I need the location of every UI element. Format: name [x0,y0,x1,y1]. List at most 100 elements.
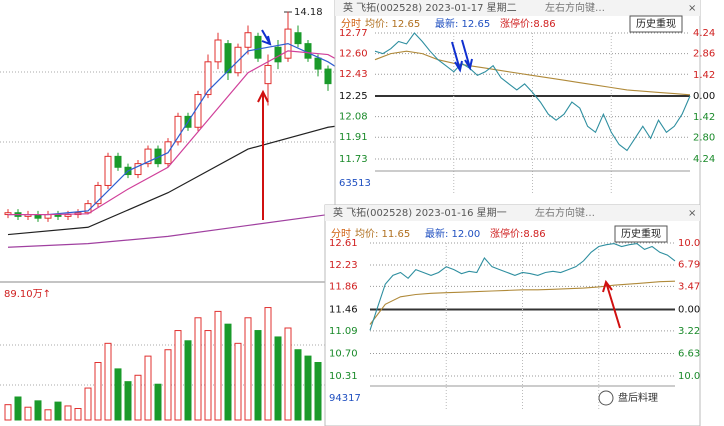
volume-bar [14,396,22,421]
volume-bar [34,400,42,421]
volume-bar [84,387,92,421]
panel-titlebar [335,0,700,16]
panel-title: 英 飞拓(002528) 2023-01-16 星期一 [333,206,507,219]
volume-bar [154,383,162,421]
watermark: 盘后料理 [618,391,658,404]
volume-label: 94317 [329,393,361,404]
candle-body [324,68,332,85]
candle-body [174,115,182,143]
y2-tick-label: 0.00 [693,91,715,102]
y2-tick-label: 6.79 [678,259,700,270]
red-arrow [257,89,269,220]
volume-bar [74,408,82,421]
candle-body [224,43,232,74]
panel-hint: 左右方向键… [545,1,605,14]
intraday-panel: 英 飞拓(002528) 2023-01-17 星期二 左右方向键… × 分时 均价: … [334,0,715,206]
y-tick-label: 11.91 [339,132,368,143]
volume-bar [264,307,272,421]
y2-tick-label: 1.42 [693,70,715,81]
candle-body [264,64,272,85]
y2-tick-label: 2.80 [693,133,715,144]
volume-bar [234,342,242,421]
volume-bar [144,355,152,421]
candle-body [304,43,312,59]
volume-bar [124,381,132,421]
y2-tick-label: 2.86 [693,49,715,60]
y-tick-label: 12.61 [329,238,358,249]
limit-label: 涨停价:8.86 [500,17,556,30]
y-tick-label: 12.25 [339,91,368,102]
candle-body [94,184,102,205]
candle-body [314,57,322,70]
moving-average [8,50,369,216]
candle-body [294,32,302,45]
y2-tick-label: 0.00 [678,305,700,316]
mode-label: 分时 [341,18,361,30]
volume-bar [274,336,282,421]
high-label: 14.18 [294,7,323,18]
volume-bar [134,374,142,421]
candle-chart: 89.10万↑ 14.18 [0,7,372,421]
price-line [369,243,676,331]
panel-titlebar [325,205,700,221]
average-line [374,50,691,96]
y2-tick-label: 4.24 [693,28,715,39]
y2-tick-label: 3.22 [678,326,700,337]
candle-body [244,32,252,48]
volume-bar [64,405,72,421]
y-tick-label: 12.08 [339,112,368,123]
volume-bar [214,310,222,421]
candle-body [134,163,142,176]
y2-tick-label: 4.24 [693,154,715,165]
y2-tick-label: 6.63 [678,349,700,360]
average-line [369,280,676,325]
candle-body [254,35,262,59]
volume-bar [294,349,302,421]
y-tick-label: 11.46 [329,305,358,316]
volume-bar [164,349,172,421]
close-button[interactable]: × [688,208,696,219]
history-button-label[interactable]: 历史重现 [621,227,661,240]
volume-bar [54,401,62,421]
avg-label: 均价: 11.65 [355,228,410,240]
candle-body [214,39,222,63]
mode-label: 分时 [331,228,351,240]
volume-label: 89.10万↑ [4,289,51,300]
y-tick-label: 11.73 [339,154,368,165]
volume-bar [204,330,212,421]
candle-body [234,46,242,74]
close-button[interactable]: × [688,3,696,14]
y2-tick-label: 10.0 [678,238,700,249]
volume-bar [224,323,232,421]
y-tick-label: 10.31 [329,371,358,382]
y-tick-label: 10.70 [329,348,358,359]
candle-body [104,155,112,186]
volume-bar [94,362,102,421]
history-button[interactable] [629,15,683,33]
y-tick-label: 12.43 [339,69,368,80]
candle-body [204,61,212,96]
panel-title: 英 飞拓(002528) 2023-01-17 星期二 [343,1,517,14]
latest-label: 最新: 12.65 [435,17,490,30]
history-button[interactable] [614,225,668,243]
volume-bar [104,342,112,421]
volume-label: 63513 [339,178,371,189]
blue-arrow [261,29,272,46]
limit-label: 涨停价:8.86 [490,227,546,240]
volume-bar [4,404,12,421]
volume-bar [314,362,322,421]
intraday-panel: 英 飞拓(002528) 2023-01-16 星期一 左右方向键… × 分时 均价: … [324,204,701,426]
candle-body [114,155,122,168]
volume-bar [244,317,252,421]
candle-body [194,94,202,128]
volume-bar [254,330,262,421]
annotations: 盘后料理 [257,29,658,406]
y2-tick-label: 10.0 [678,371,700,382]
blue-arrow [451,39,473,73]
volume-bar [24,406,32,421]
history-button-label[interactable]: 历史重现 [636,17,676,30]
red-arrow [602,279,621,329]
y-tick-label: 12.77 [339,28,368,39]
candle-body [144,148,152,165]
